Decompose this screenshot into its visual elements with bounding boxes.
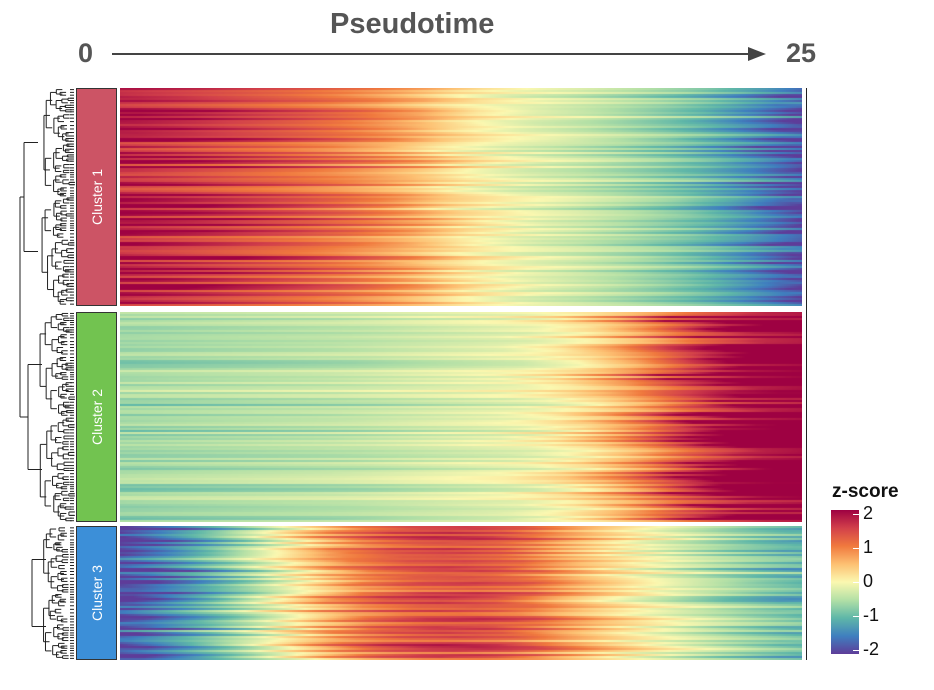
cluster-bar-1: Cluster 1 xyxy=(76,88,117,306)
pseudotime-start-label: 0 xyxy=(78,38,94,68)
legend-tick-mark xyxy=(853,513,859,515)
legend-tick-label: -1 xyxy=(863,605,880,625)
heatmap-block-1 xyxy=(120,88,802,306)
cluster-bar-2: Cluster 2 xyxy=(76,312,117,522)
legend-tick-mark xyxy=(853,649,859,651)
legend-tick-mark xyxy=(853,581,859,583)
cluster-label-3: Cluster 3 xyxy=(88,564,105,622)
cluster-bar-3: Cluster 3 xyxy=(76,526,117,660)
heatmap-block-3 xyxy=(120,526,802,660)
dendrogram xyxy=(19,89,75,659)
legend-tick-mark xyxy=(853,615,859,617)
legend-tick-label: 2 xyxy=(863,503,874,523)
heatmap-block-2 xyxy=(120,312,802,522)
pseudotime-title: Pseudotime xyxy=(330,8,495,40)
legend-tick-label: -2 xyxy=(863,639,880,659)
legend-tick-label: 1 xyxy=(863,537,874,557)
pseudotime-end-label: 25 xyxy=(786,38,817,68)
right-border-line xyxy=(806,88,807,660)
cluster-label-2: Cluster 2 xyxy=(88,388,105,446)
legend-title: z-score xyxy=(832,481,899,502)
cluster-label-1: Cluster 1 xyxy=(88,168,105,226)
legend-tick-mark xyxy=(853,547,859,549)
legend-tick-label: 0 xyxy=(863,571,874,591)
